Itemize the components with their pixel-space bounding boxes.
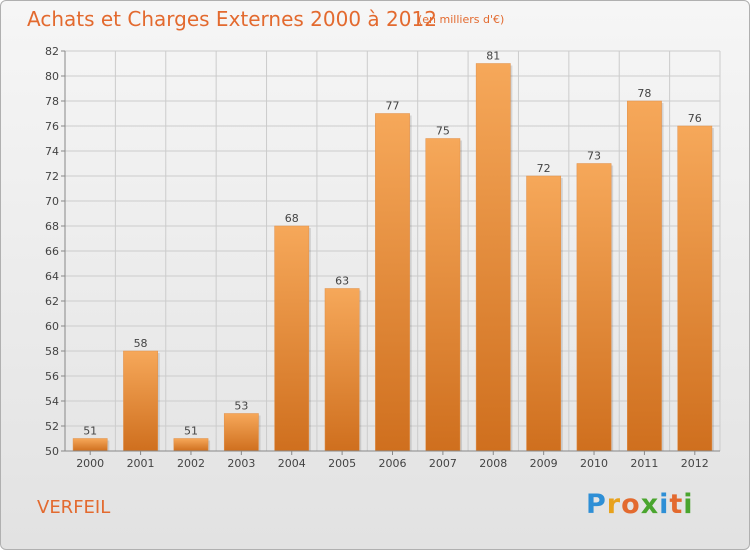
y-tick-label: 50 <box>45 445 59 458</box>
commune-name: VERFEIL <box>37 497 111 518</box>
axes <box>61 50 720 455</box>
y-tick-label: 68 <box>45 220 59 233</box>
bar-2010 <box>576 163 612 452</box>
x-tick-label: 2001 <box>127 457 155 470</box>
x-tick-label: 2005 <box>328 457 356 470</box>
y-tick-label: 74 <box>45 145 59 158</box>
x-tick-label: 2008 <box>479 457 507 470</box>
data-label: 75 <box>436 125 450 138</box>
data-label: 51 <box>83 425 97 438</box>
x-tick-label: 2002 <box>177 457 205 470</box>
logo-letter: x <box>640 489 660 520</box>
bar-2003 <box>223 413 259 452</box>
bar-2009 <box>526 175 562 452</box>
bars <box>72 63 714 452</box>
bar-2001 <box>123 350 158 452</box>
x-tick-label: 2000 <box>76 457 104 470</box>
y-tick-label: 82 <box>45 45 59 58</box>
logo-letter: P <box>586 489 607 520</box>
y-tick-label: 54 <box>45 395 59 408</box>
bar-2000 <box>72 438 108 452</box>
bar-2007 <box>425 138 461 452</box>
y-tick-label: 58 <box>45 345 59 358</box>
y-tick-label: 76 <box>45 120 59 133</box>
x-tick-label: 2004 <box>278 457 306 470</box>
data-label: 81 <box>486 50 500 63</box>
x-tick-label: 2011 <box>630 457 658 470</box>
bar-2012 <box>677 125 713 452</box>
bar-2011 <box>627 100 662 452</box>
chart-unit: (en milliers d'€) <box>418 13 505 26</box>
labels: 50 52 54 56 58 60 62 64 66 68 70 72 74 76 78 80 82 51 2000… <box>45 45 709 470</box>
data-label: 68 <box>285 212 299 225</box>
bar-2004 <box>274 225 310 452</box>
y-tick-label: 80 <box>45 70 59 83</box>
y-tick-label: 72 <box>45 170 59 183</box>
y-tick-label: 70 <box>45 195 59 208</box>
data-label: 53 <box>234 400 248 413</box>
data-label: 73 <box>587 150 601 163</box>
logo-letter: t <box>669 489 684 520</box>
y-tick-label: 66 <box>45 245 59 258</box>
data-label: 51 <box>184 425 198 438</box>
data-label: 77 <box>386 100 400 113</box>
data-label: 58 <box>134 337 148 350</box>
y-tick-label: 62 <box>45 295 59 308</box>
x-tick-label: 2003 <box>227 457 255 470</box>
data-label: 76 <box>688 112 702 125</box>
bar-2002 <box>173 438 209 452</box>
x-tick-label: 2006 <box>379 457 407 470</box>
data-label: 78 <box>637 87 651 100</box>
bar-2008 <box>475 63 511 452</box>
x-tick-label: 2010 <box>580 457 608 470</box>
bar-2005 <box>324 288 360 452</box>
data-label: 63 <box>335 275 349 288</box>
chart-title: Achats et Charges Externes 2000 à 2012 <box>27 7 437 31</box>
y-tick-label: 78 <box>45 95 59 108</box>
bar-2006 <box>375 113 410 452</box>
x-tick-label: 2007 <box>429 457 457 470</box>
logo-letter: r <box>606 489 622 520</box>
logo-letter: o <box>621 489 641 520</box>
proxiti-logo: Proxiti <box>586 489 694 520</box>
logo-letter: i <box>683 489 694 520</box>
x-tick-label: 2009 <box>530 457 558 470</box>
y-tick-label: 60 <box>45 320 59 333</box>
y-tick-label: 56 <box>45 370 59 383</box>
logo-letter: i <box>659 489 670 520</box>
data-label: 72 <box>537 162 551 175</box>
x-tick-label: 2012 <box>681 457 709 470</box>
y-tick-label: 64 <box>45 270 59 283</box>
y-tick-label: 52 <box>45 420 59 433</box>
